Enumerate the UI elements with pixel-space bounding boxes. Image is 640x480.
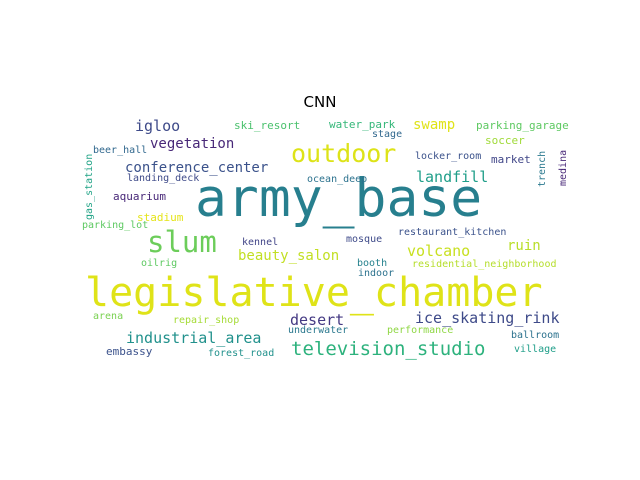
word-slum: slum xyxy=(147,225,217,259)
word-ballroom: ballroom xyxy=(511,330,560,341)
word-soccer: soccer xyxy=(485,134,525,147)
word-aquarium: aquarium xyxy=(113,190,166,203)
word-volcano: volcano xyxy=(407,242,471,260)
word-indoor: indoor xyxy=(358,268,395,279)
word-booth: booth xyxy=(357,258,388,269)
word-arena: arena xyxy=(93,311,124,322)
word-market: market xyxy=(491,153,531,166)
word-underwater: underwater xyxy=(288,325,349,336)
word-forest-road: forest_road xyxy=(208,348,275,359)
word-vegetation: vegetation xyxy=(150,136,235,152)
word-ski-resort: ski_resort xyxy=(234,119,301,132)
word-mosque: mosque xyxy=(346,234,383,245)
word-conference-center: conference_center xyxy=(125,160,269,176)
word-trench: trench xyxy=(537,150,548,187)
word-industrial-area: industrial_area xyxy=(126,329,262,347)
word-army-base: army_base xyxy=(195,168,483,229)
word-repair-shop: repair_shop xyxy=(173,315,240,326)
word-ocean-deep: ocean_deep xyxy=(307,174,368,185)
word-parking-garage: parking_garage xyxy=(476,119,569,132)
word-swamp: swamp xyxy=(413,117,456,133)
word-oilrig: oilrig xyxy=(141,258,178,269)
word-water-park: water_park xyxy=(329,118,396,131)
word-parking-lot: parking_lot xyxy=(82,220,149,231)
word-gas-station: gas_station xyxy=(84,153,95,220)
word-stage: stage xyxy=(372,129,403,140)
word-cloud: army_base legislative_chamber slum outdo… xyxy=(80,115,576,365)
word-medina: medina xyxy=(558,149,569,186)
chart-title: CNN xyxy=(303,93,337,111)
word-locker-room: locker_room xyxy=(415,151,482,162)
word-ruin: ruin xyxy=(507,238,541,254)
word-ice-skating-rink: ice_skating_rink xyxy=(415,309,560,327)
word-performance: performance xyxy=(387,325,454,336)
word-landing-deck: landing_deck xyxy=(127,173,200,184)
word-legislative-chamber: legislative_chamber xyxy=(85,270,543,316)
word-desert: desert xyxy=(290,311,345,329)
word-beer-hall: beer_hall xyxy=(93,145,148,156)
word-stadium: stadium xyxy=(137,211,184,224)
word-kennel: kennel xyxy=(242,237,279,248)
word-outdoor: outdoor xyxy=(291,139,397,168)
word-residential-neighborhood: residential_neighborhood xyxy=(412,259,557,270)
word-village: village xyxy=(514,344,557,355)
word-embassy: embassy xyxy=(106,345,153,358)
word-restaurant-kitchen: restaurant_kitchen xyxy=(398,227,507,238)
word-television-studio: television_studio xyxy=(291,338,486,360)
word-landfill: landfill xyxy=(416,168,489,186)
word-igloo: igloo xyxy=(135,117,181,135)
word-beauty-salon: beauty_salon xyxy=(238,248,340,264)
